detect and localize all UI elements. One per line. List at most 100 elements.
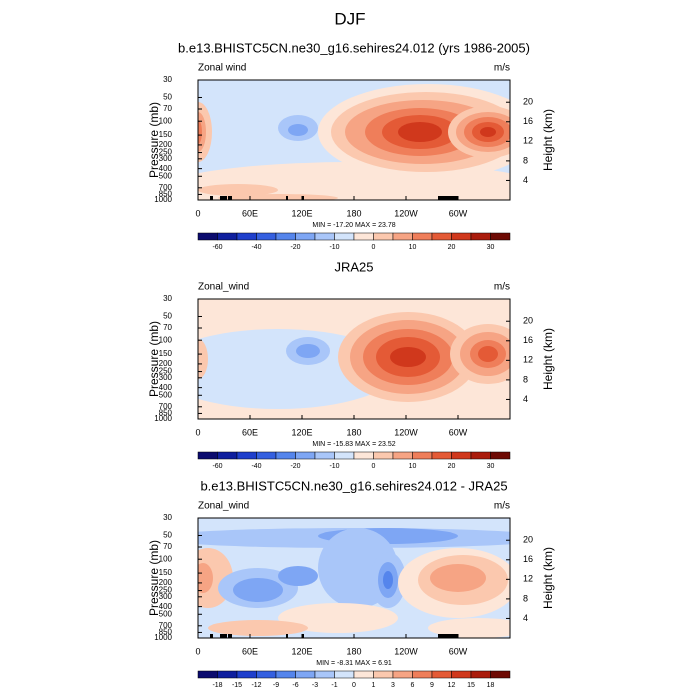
terrain: [220, 634, 227, 638]
y-tick-label: 400: [159, 602, 173, 611]
colorbar-label: -20: [290, 463, 300, 470]
colorbar-label: -60: [212, 244, 222, 251]
y-tick-label: 300: [159, 592, 173, 601]
contour-fill: [198, 339, 208, 379]
y-tick-label: 100: [159, 116, 173, 125]
terrain: [302, 634, 304, 638]
colorbar-label: 10: [409, 463, 417, 470]
colorbar-label: 20: [448, 244, 456, 251]
colorbar-box: [197, 670, 218, 679]
y-tick-label: 1000: [154, 195, 172, 204]
x-tick-label: 60W: [449, 646, 468, 656]
y-tick-label: 1000: [154, 633, 172, 642]
colorbar-box: [295, 451, 316, 460]
colorbar-box: [373, 232, 394, 241]
colorbar-label: -40: [251, 244, 261, 251]
y-tick-label: 50: [163, 531, 172, 540]
y-axis-label: Pressure (mb): [147, 321, 161, 397]
colorbar-label: 0: [372, 463, 376, 470]
terrain: [228, 634, 232, 638]
y2-tick-label: 20: [523, 316, 533, 326]
y2-tick-label: 8: [523, 374, 528, 384]
colorbar-label: -1: [331, 682, 337, 689]
y2-tick-label: 16: [523, 554, 533, 564]
y-tick-label: 70: [163, 542, 172, 551]
colorbar-box: [236, 670, 257, 679]
y-tick-label: 150: [159, 130, 173, 139]
colorbar-box: [490, 232, 511, 241]
contour-fill: [398, 122, 442, 142]
colorbar-box: [256, 451, 277, 460]
colorbar-box: [334, 232, 355, 241]
colorbar-box: [490, 451, 511, 460]
terrain: [220, 196, 227, 200]
x-tick-label: 60E: [242, 208, 258, 218]
colorbar-box: [392, 232, 413, 241]
contour-field: [198, 80, 510, 200]
terrain: [210, 634, 213, 638]
y-tick-label: 50: [163, 312, 172, 321]
colorbar-box: [256, 232, 277, 241]
terrain: [210, 196, 213, 200]
colorbar-label: -3: [312, 682, 318, 689]
terrain: [286, 196, 288, 200]
min-max-stats: MIN = -8.31 MAX = 6.91: [316, 660, 392, 667]
y2-tick-label: 12: [523, 355, 533, 365]
colorbar-box: [412, 670, 433, 679]
colorbar-label: 30: [487, 463, 495, 470]
y-tick-label: 250: [159, 148, 173, 157]
y2-axis-label: Height (km): [541, 328, 555, 390]
colorbar-box: [451, 670, 472, 679]
colorbar-box: [490, 670, 511, 679]
x-tick-label: 60W: [449, 208, 468, 218]
x-tick-label: 60E: [242, 427, 258, 437]
y-tick-label: 70: [163, 104, 172, 113]
x-tick-label: 120E: [291, 427, 312, 437]
y-tick-label: 700: [159, 183, 173, 192]
contour-fill: [430, 564, 486, 592]
variable-label: Zonal_wind: [198, 282, 249, 293]
terrain: [438, 196, 458, 200]
y2-tick-label: 8: [523, 155, 528, 165]
y-tick-label: 250: [159, 586, 173, 595]
contour-fill: [480, 127, 496, 137]
colorbar-box: [197, 451, 218, 460]
contour-fill: [478, 346, 498, 362]
y-tick-label: 500: [159, 390, 173, 399]
colorbar-box: [470, 670, 491, 679]
colorbar-box: [217, 670, 238, 679]
x-tick-label: 0: [195, 646, 200, 656]
colorbar-box: [412, 451, 433, 460]
y-tick-label: 400: [159, 164, 173, 173]
y-tick-label: 30: [163, 513, 172, 522]
colorbar-box: [295, 232, 316, 241]
colorbar-label: 30: [487, 244, 495, 251]
contour-fill: [278, 566, 318, 586]
colorbar-label: -9: [273, 682, 279, 689]
y2-tick-label: 16: [523, 116, 533, 126]
variable-label: Zonal wind: [198, 63, 246, 74]
x-tick-label: 180: [346, 646, 361, 656]
y-tick-label: 50: [163, 93, 172, 102]
colorbar-label: -40: [251, 463, 261, 470]
colorbar-box: [451, 451, 472, 460]
colorbar-box: [353, 232, 374, 241]
x-tick-label: 60E: [242, 646, 258, 656]
colorbar-label: -6: [292, 682, 298, 689]
colorbar-label: 6: [411, 682, 415, 689]
colorbar-box: [275, 451, 296, 460]
colorbar-box: [236, 232, 257, 241]
colorbar-box: [275, 670, 296, 679]
y2-tick-label: 4: [523, 613, 528, 623]
y-tick-label: 200: [159, 359, 173, 368]
y-tick-label: 30: [163, 294, 172, 303]
y2-axis-label: Height (km): [541, 547, 555, 609]
terrain: [438, 634, 458, 638]
contour-field: [198, 299, 510, 419]
contour-fill: [383, 571, 393, 589]
colorbar-box: [353, 451, 374, 460]
contour-fill: [233, 578, 283, 602]
colorbar-box: [256, 670, 277, 679]
colorbar-box: [314, 451, 335, 460]
